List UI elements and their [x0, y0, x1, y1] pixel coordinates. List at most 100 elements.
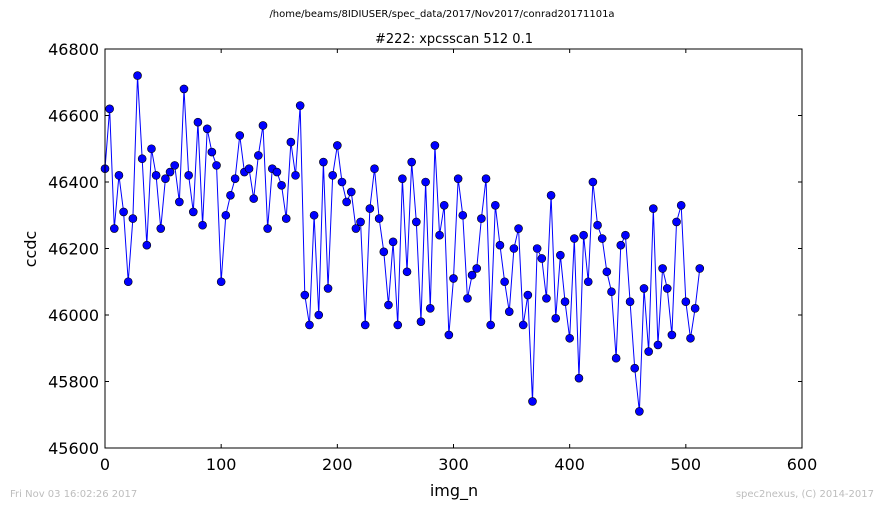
- data-point: [235, 131, 245, 140]
- data-point: [583, 277, 593, 287]
- data-point: [477, 214, 486, 223]
- x-axis-label: img_n: [430, 481, 478, 501]
- data-point: [319, 157, 328, 167]
- data-point: [588, 177, 598, 187]
- data-point: [300, 290, 310, 300]
- data-point: [537, 254, 547, 263]
- data-point: [393, 320, 403, 330]
- data-point: [430, 141, 440, 150]
- data-point: [356, 217, 365, 227]
- data-point: [337, 177, 347, 187]
- y-tick-label: 46400: [48, 173, 99, 192]
- data-point: [109, 224, 119, 233]
- data-point: [105, 104, 114, 114]
- data-point: [165, 167, 175, 177]
- data-point: [309, 210, 319, 220]
- data-point: [439, 200, 449, 210]
- data-point: [616, 240, 626, 250]
- data-point: [653, 340, 663, 350]
- data-point: [667, 330, 677, 340]
- y-axis: 45600 45800 46000 46200 46400 46600 46800: [48, 40, 802, 458]
- data-point: [202, 124, 212, 134]
- data-point: [574, 373, 584, 383]
- data-point: [291, 171, 300, 180]
- data-point: [630, 363, 640, 373]
- data-point: [421, 177, 430, 187]
- data-point: [360, 320, 370, 330]
- data-point: [184, 171, 193, 180]
- data-point: [295, 101, 305, 110]
- data-point: [449, 274, 458, 283]
- data-point: [676, 200, 686, 210]
- data-point: [523, 290, 533, 300]
- data-point: [388, 237, 398, 247]
- data-point: [207, 147, 217, 157]
- x-tick-label: 200: [322, 455, 353, 474]
- data-point: [486, 320, 495, 330]
- data-point: [281, 214, 291, 223]
- x-axis: 0 100 200 300 400 500 600: [100, 49, 817, 474]
- data-point: [212, 161, 221, 170]
- data-point: [323, 284, 333, 293]
- data-point: [491, 200, 500, 210]
- data-point: [658, 264, 667, 273]
- data-point: [333, 141, 342, 150]
- data-point: [346, 187, 356, 197]
- data-point: [635, 407, 644, 416]
- y-tick-label: 46600: [48, 107, 99, 126]
- data-point: [500, 277, 509, 287]
- data-point: [277, 181, 286, 190]
- y-tick-label: 46800: [48, 40, 99, 59]
- data-point: [565, 333, 574, 343]
- data-point: [198, 220, 207, 230]
- data-point: [621, 230, 630, 240]
- data-point: [351, 224, 361, 233]
- data-point: [175, 197, 184, 207]
- data-point: [272, 167, 282, 177]
- data-point: [379, 247, 389, 257]
- x-tick-label: 300: [438, 455, 469, 474]
- credit-footer: spec2nexus, (C) 2014-2017: [735, 489, 874, 500]
- y-tick-label: 45800: [48, 373, 99, 392]
- data-point: [365, 204, 375, 213]
- data-point: [254, 151, 263, 160]
- data-point: [435, 230, 444, 240]
- data-point: [412, 217, 421, 227]
- data-point: [504, 307, 514, 316]
- series-layer: [100, 71, 705, 416]
- data-point: [528, 397, 537, 406]
- data-point: [425, 304, 435, 313]
- data-point: [649, 204, 658, 213]
- data-point: [133, 71, 142, 80]
- data-point: [328, 171, 337, 180]
- file-path-title: /home/beams/8IDIUSER/spec_data/2017/Nov2…: [269, 9, 615, 20]
- data-point: [444, 330, 454, 340]
- data-point: [305, 320, 314, 330]
- data-point: [570, 234, 579, 243]
- data-point: [662, 284, 672, 293]
- y-axis-label: ccdc: [21, 231, 40, 268]
- data-point: [156, 224, 166, 233]
- data-point: [216, 277, 226, 287]
- series-line: [104, 75, 701, 412]
- data-point: [226, 191, 235, 200]
- data-point: [518, 320, 528, 330]
- data-point: [686, 333, 695, 343]
- data-point: [560, 297, 570, 307]
- x-tick-label: 0: [100, 455, 110, 474]
- data-point: [639, 284, 649, 293]
- data-point: [509, 244, 519, 253]
- data-point: [556, 250, 565, 260]
- data-point: [384, 300, 393, 310]
- data-point: [611, 353, 621, 363]
- data-point: [342, 197, 351, 207]
- data-point: [407, 157, 416, 167]
- data-point: [532, 244, 542, 253]
- data-point: [463, 294, 472, 303]
- data-point: [597, 234, 607, 243]
- data-point: [170, 161, 179, 170]
- data-point: [123, 277, 133, 287]
- data-point: [370, 164, 379, 173]
- data-point: [546, 191, 556, 200]
